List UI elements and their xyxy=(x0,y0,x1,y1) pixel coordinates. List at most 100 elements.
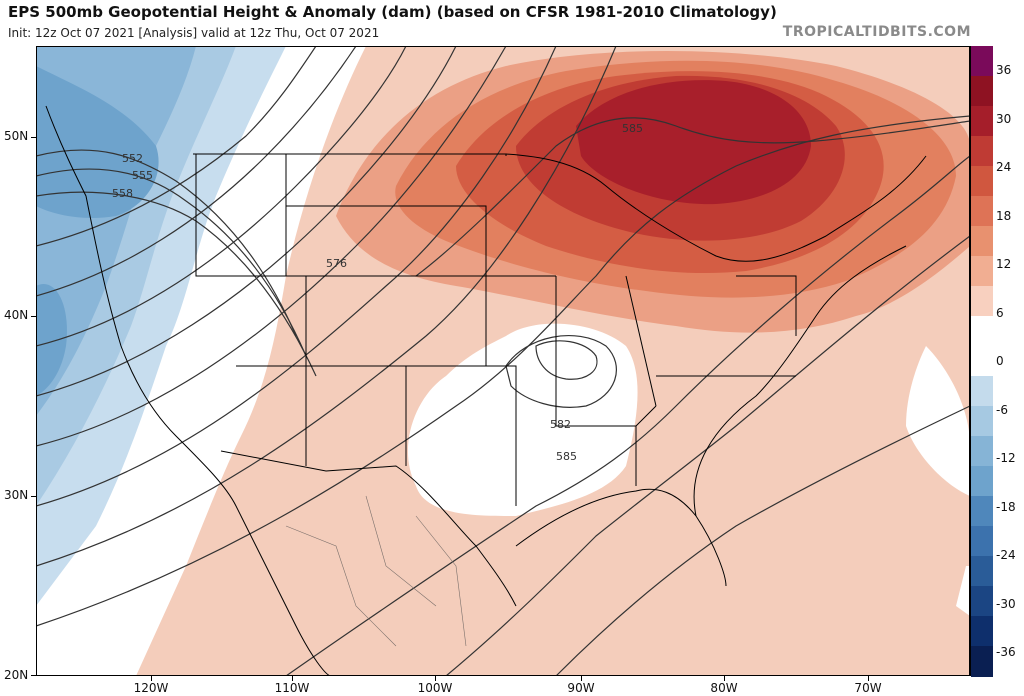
lon-tick xyxy=(868,676,869,681)
colorbar-label: 36 xyxy=(996,63,1012,77)
colorbar-segment xyxy=(971,586,993,617)
colorbar-label: 18 xyxy=(996,208,1012,223)
map-title: EPS 500mb Geopotential Height & Anomaly … xyxy=(8,3,777,21)
colorbar-segment xyxy=(971,526,993,557)
contour-label: 552 xyxy=(122,152,143,165)
colorbar-label: 0 xyxy=(996,354,1004,368)
lon-tick xyxy=(581,676,582,681)
colorbar-label: -36 xyxy=(996,645,1016,659)
contour-line xyxy=(36,168,307,357)
height-contours xyxy=(36,46,970,676)
borders xyxy=(45,105,927,676)
contour-label: 555 xyxy=(132,169,153,182)
contour-closed xyxy=(505,335,617,408)
mexico-line xyxy=(415,515,467,647)
colorbar-segment xyxy=(971,106,993,137)
lon-tick xyxy=(292,676,293,681)
neutral-blob-southeast xyxy=(956,566,970,616)
lon-label-70w: 70W xyxy=(854,681,882,695)
lon-tick xyxy=(435,676,436,681)
contour-line xyxy=(36,46,317,247)
colorbar-label: -30 xyxy=(996,596,1016,611)
map-svg: 552 555 558 576 585 582 585 xyxy=(36,46,970,676)
mexico-line xyxy=(285,525,397,647)
great-lakes-border xyxy=(505,153,927,262)
contour-labels: 552 555 558 576 585 582 585 xyxy=(112,122,643,463)
colorbar-label: -12 xyxy=(996,451,1016,465)
gulf-coast xyxy=(515,488,727,587)
lat-tick xyxy=(31,675,36,676)
colorbar-label: -24 xyxy=(996,548,1016,562)
contour-line xyxy=(36,46,407,347)
contour-closed-inner xyxy=(535,340,598,380)
lat-label-40n: 40N xyxy=(4,308,29,322)
lat-tick xyxy=(31,496,36,497)
lon-label-110w: 110W xyxy=(274,681,310,695)
map-panel: 552 555 558 576 585 582 585 xyxy=(36,46,970,676)
lat-label-20n: 20N xyxy=(4,668,29,682)
contour-label: 558 xyxy=(112,187,133,200)
contour-line xyxy=(36,149,297,337)
contour-line xyxy=(285,155,970,676)
contour-line xyxy=(445,235,970,676)
neutral-blob-central xyxy=(407,323,638,516)
state-border xyxy=(625,275,657,407)
contour-line xyxy=(36,46,507,447)
state-border xyxy=(555,276,657,427)
colorbar-label: -18 xyxy=(996,499,1016,514)
colorbar-segment xyxy=(971,346,993,377)
lat-tick xyxy=(31,137,36,138)
colorbar-segment xyxy=(971,256,993,287)
state-border xyxy=(195,154,287,277)
contour-label: 582 xyxy=(550,418,571,431)
west-coastline xyxy=(45,105,332,676)
lat-label-50n: 50N xyxy=(4,129,29,143)
map-frame xyxy=(36,46,970,676)
state-border xyxy=(286,205,487,276)
lat-label-30n: 30N xyxy=(4,488,29,502)
contour-label: 576 xyxy=(326,257,347,270)
lon-tick xyxy=(724,676,725,681)
contour-line xyxy=(36,46,617,567)
colorbar-segment xyxy=(971,46,993,77)
contour-line xyxy=(415,117,970,277)
state-border xyxy=(736,275,797,336)
colorbar-segment xyxy=(971,496,993,527)
watermark: TROPICALTIDBITS.COM xyxy=(782,24,971,40)
colorbar-segment xyxy=(971,376,993,407)
map-subtitle: Init: 12z Oct 07 2021 [Analysis] valid a… xyxy=(8,26,380,40)
contour-line xyxy=(555,405,970,676)
colorbar-segment xyxy=(971,136,993,167)
contour-label: 585 xyxy=(556,450,577,463)
colorbar-label: 6 xyxy=(996,305,1004,320)
mexico-line xyxy=(365,495,437,607)
state-border xyxy=(406,365,517,506)
colorbar-segment xyxy=(971,286,993,317)
contour-label: 585 xyxy=(622,122,643,135)
colorbar-label: 30 xyxy=(996,111,1012,126)
negative-anomaly-strong xyxy=(36,66,159,218)
contour-line xyxy=(36,115,970,627)
positive-anomaly-core xyxy=(576,80,811,205)
colorbar-segment xyxy=(971,166,993,197)
contour-line xyxy=(36,46,557,507)
lon-label-100w: 100W xyxy=(417,681,453,695)
east-coast xyxy=(693,245,907,517)
lon-label-120w: 120W xyxy=(133,681,169,695)
contour-line xyxy=(36,46,357,297)
colorbar-segment xyxy=(971,406,993,437)
colorbar-label: 24 xyxy=(996,160,1012,174)
colorbar-label: -6 xyxy=(996,402,1008,417)
colorbar-segment xyxy=(971,466,993,497)
contour-line xyxy=(36,46,457,397)
colorbar-segment xyxy=(971,316,993,347)
lon-tick xyxy=(151,676,152,681)
colorbar-label: 12 xyxy=(996,257,1012,271)
colorbar-segment xyxy=(971,616,993,647)
colorbar-segment xyxy=(971,436,993,467)
colorbar-segment xyxy=(971,196,993,227)
colorbar-segment xyxy=(971,76,993,107)
us-mexico-border xyxy=(220,450,517,607)
colorbar-segment xyxy=(971,646,993,677)
mexico-state-lines xyxy=(285,495,467,647)
